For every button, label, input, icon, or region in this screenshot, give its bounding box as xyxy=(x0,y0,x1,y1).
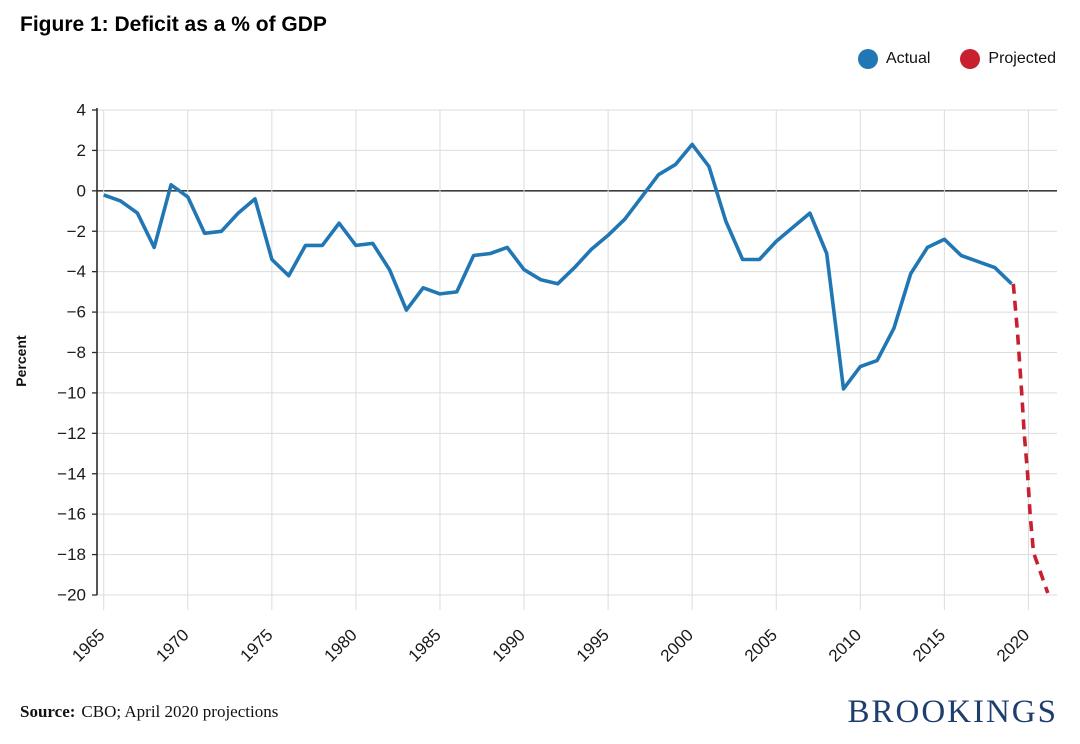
x-tick-label: 2020 xyxy=(993,625,1033,665)
y-tick-label: 4 xyxy=(77,101,86,120)
y-tick-label: −16 xyxy=(57,505,86,524)
x-tick-label: 2015 xyxy=(909,625,949,665)
brookings-logo: BROOKINGS xyxy=(847,694,1058,730)
source-text: CBO; April 2020 projections xyxy=(81,702,279,721)
projected-line xyxy=(1011,283,1050,594)
figure-title: Figure 1: Deficit as a % of GDP xyxy=(20,13,327,36)
y-tick-label: −2 xyxy=(67,222,86,241)
x-tick-label: 1990 xyxy=(489,625,529,665)
legend-item-projected: Projected xyxy=(960,49,1056,69)
legend-label-projected: Projected xyxy=(988,50,1056,67)
y-tick-label: 2 xyxy=(77,141,86,160)
legend-item-actual: Actual xyxy=(857,49,931,69)
y-tick-label: −10 xyxy=(57,383,86,402)
x-tick-label: 1970 xyxy=(152,625,192,665)
x-tick-label: 1995 xyxy=(573,625,613,665)
x-tick-label: 1980 xyxy=(321,625,361,665)
chart-legend: Actual Projected xyxy=(857,49,1056,69)
y-tick-label: 0 xyxy=(77,181,86,200)
source-note: Source: CBO; April 2020 projections xyxy=(20,702,278,722)
projected-legend-dot-icon xyxy=(960,49,981,69)
x-tick-label: 1985 xyxy=(405,625,445,665)
actual-line xyxy=(103,142,1013,391)
legend-label-actual: Actual xyxy=(885,50,931,67)
y-tick-label: −20 xyxy=(57,586,86,605)
y-axis-label: Percent xyxy=(13,335,29,387)
y-tick-label: −8 xyxy=(67,343,86,362)
y-tick-label: −4 xyxy=(67,262,86,281)
x-tick-label: 2010 xyxy=(825,625,865,665)
x-tick-label: 1965 xyxy=(68,625,108,665)
x-tick-label: 1975 xyxy=(236,625,276,665)
actual-legend-dot-icon xyxy=(857,49,878,69)
y-tick-label: −12 xyxy=(57,424,86,443)
deficit-line-chart: 4 2 0 −2 −4 −6 −8 −10 −12 −14 −16 −18 −20 1965 1970 197… xyxy=(13,101,1057,666)
source-label: Source: xyxy=(20,702,76,721)
x-tick-label: 2000 xyxy=(657,625,697,665)
x-tick-label: 2005 xyxy=(741,625,781,665)
y-tick-label: −6 xyxy=(67,303,86,322)
y-tick-label: −18 xyxy=(57,545,86,564)
y-tick-label: −14 xyxy=(57,464,86,483)
